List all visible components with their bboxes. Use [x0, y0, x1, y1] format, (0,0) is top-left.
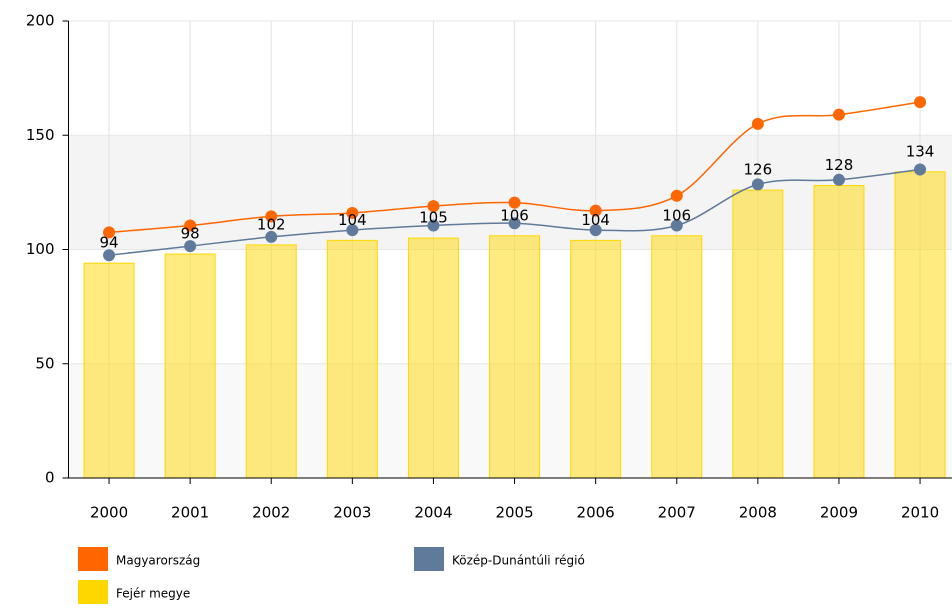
- y-tick-label: 200: [26, 12, 55, 30]
- x-tick-label: 2000: [90, 504, 128, 522]
- bar: [326, 239, 378, 479]
- x-tick-label: 2008: [739, 504, 777, 522]
- point: [589, 204, 602, 217]
- y-tick-label: 150: [26, 126, 55, 144]
- y-tick-label: 100: [26, 240, 55, 258]
- point: [103, 249, 116, 262]
- y-tick-label: 0: [45, 469, 55, 487]
- legend-swatch: [414, 547, 444, 571]
- point: [751, 178, 764, 191]
- value-label: 126: [744, 161, 773, 179]
- legend-label: Fejér megye: [116, 587, 190, 601]
- x-tick-label: 2010: [901, 504, 939, 522]
- point: [265, 210, 278, 223]
- value-label: 134: [906, 142, 935, 160]
- value-label: 102: [257, 215, 286, 233]
- value-label: 106: [662, 206, 691, 224]
- point: [832, 108, 845, 121]
- x-tick-label: 2003: [333, 504, 371, 522]
- legend-label: Közép-Dunántúli régió: [452, 554, 585, 568]
- point: [184, 240, 197, 253]
- bar: [83, 262, 135, 479]
- point: [914, 96, 927, 109]
- point: [670, 219, 683, 232]
- x-tick-label: 2002: [252, 504, 290, 522]
- point: [103, 226, 116, 239]
- value-label: 128: [825, 156, 854, 174]
- x-tick-label: 2005: [495, 504, 533, 522]
- plot-band: [68, 135, 952, 250]
- legend-label: Magyarország: [116, 554, 200, 568]
- point: [832, 173, 845, 186]
- value-label: 106: [500, 206, 529, 224]
- point: [508, 196, 521, 209]
- x-tick-label: 2009: [820, 504, 858, 522]
- x-tick-label: 2001: [171, 504, 209, 522]
- x-tick-label: 2007: [658, 504, 696, 522]
- point: [670, 189, 683, 202]
- point: [184, 219, 197, 232]
- point: [427, 219, 440, 232]
- point: [346, 206, 359, 219]
- bar: [570, 239, 622, 479]
- point: [265, 230, 278, 243]
- value-label: 104: [581, 211, 610, 229]
- point: [589, 224, 602, 237]
- value-label: 104: [338, 211, 367, 229]
- bar: [732, 189, 784, 479]
- point: [751, 117, 764, 130]
- bar: [651, 235, 703, 479]
- bar: [245, 244, 297, 479]
- value-label: 98: [181, 225, 200, 243]
- bar: [489, 235, 541, 479]
- value-label: 94: [100, 234, 119, 252]
- legend-swatch: [78, 580, 108, 604]
- y-tick-label: 50: [35, 354, 54, 372]
- point: [346, 224, 359, 237]
- value-label: 105: [419, 209, 448, 227]
- bar: [407, 237, 459, 479]
- point: [427, 200, 440, 213]
- legend-swatch: [78, 547, 108, 571]
- point: [508, 217, 521, 230]
- bar: [813, 185, 865, 479]
- x-tick-label: 2004: [414, 504, 452, 522]
- bar: [894, 171, 946, 479]
- x-tick-label: 2006: [577, 504, 615, 522]
- bar: [164, 253, 216, 479]
- point: [914, 163, 927, 176]
